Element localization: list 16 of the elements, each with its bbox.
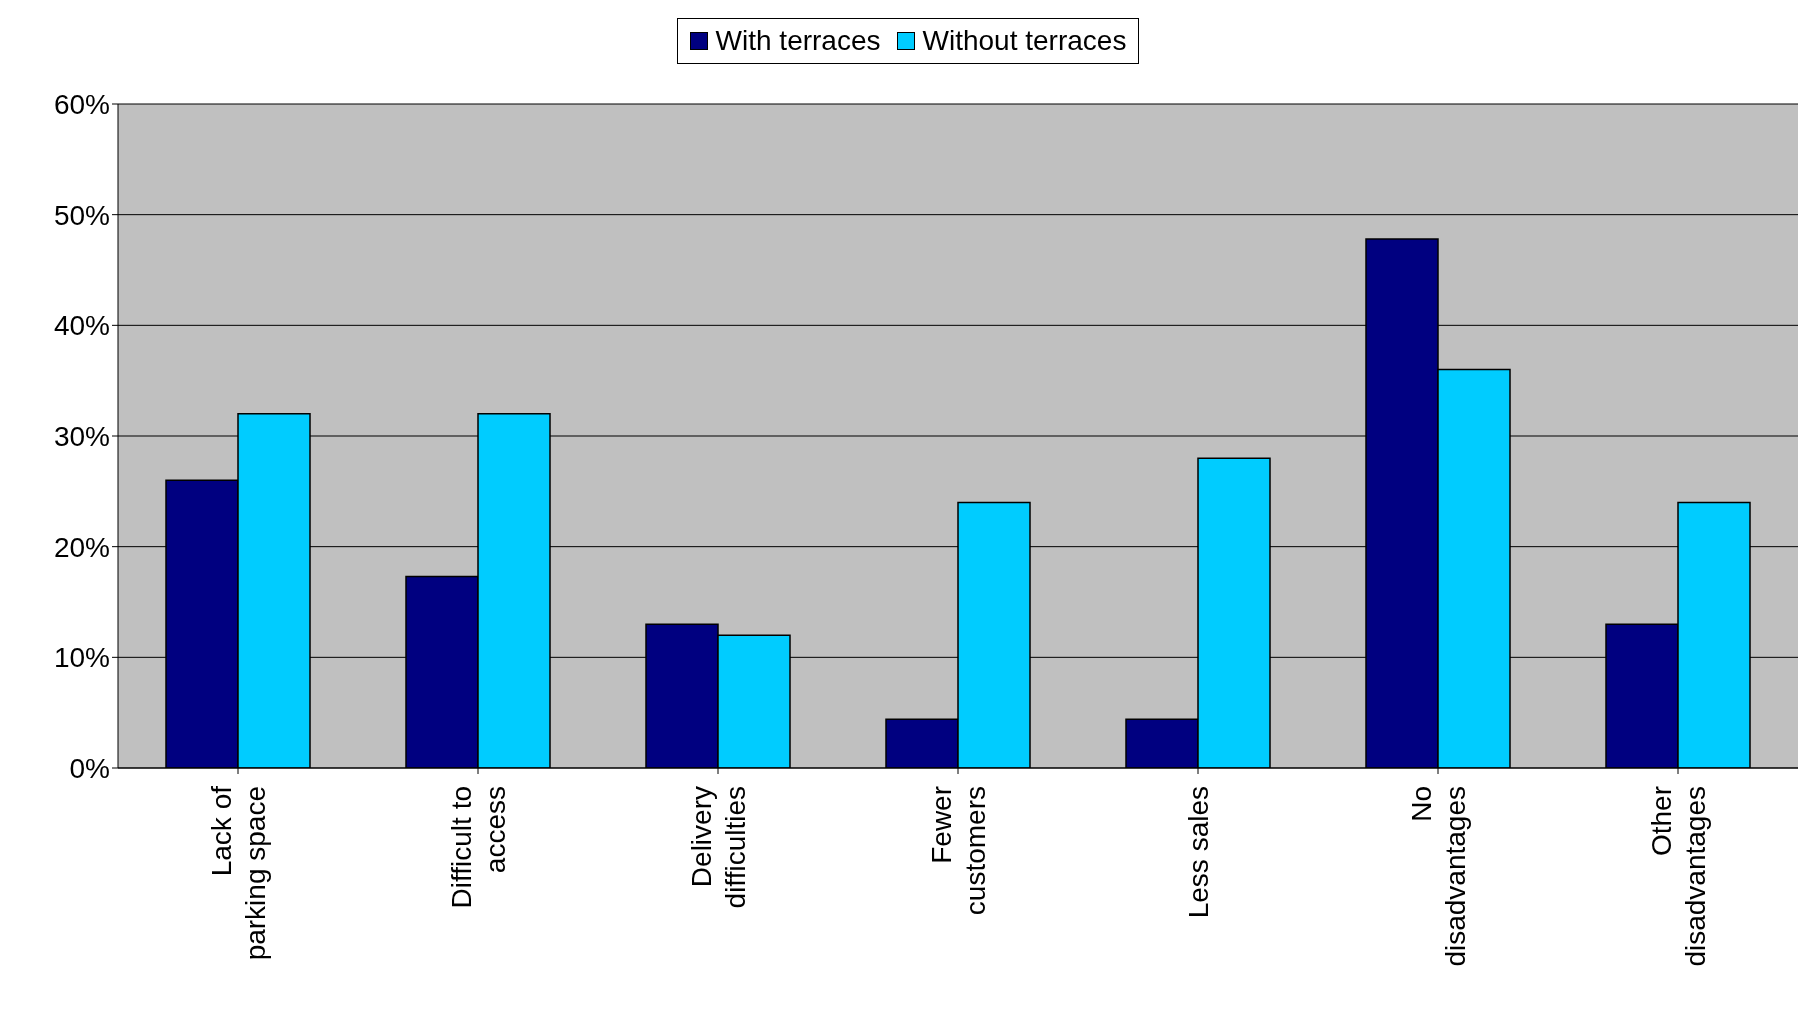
y-tick-label: 20% bbox=[53, 531, 110, 563]
x-tick-label: Delivery difficulties bbox=[686, 786, 751, 909]
x-tick-label: Other disadvantages bbox=[1646, 786, 1711, 967]
x-tick-label: Difficult to access bbox=[446, 786, 511, 909]
x-tick-label: Fewer customers bbox=[926, 786, 991, 916]
legend-label: Without terraces bbox=[921, 25, 1127, 57]
y-tick-label: 30% bbox=[53, 420, 110, 452]
y-tick-label: 40% bbox=[53, 310, 110, 342]
y-tick-label: 60% bbox=[53, 88, 110, 120]
y-tick-label: 0% bbox=[69, 752, 110, 784]
legend-label: With terraces bbox=[714, 25, 881, 57]
y-tick-label: 10% bbox=[53, 642, 110, 674]
x-tick-label: Lack of parking space bbox=[206, 785, 271, 961]
x-tick-label: Less sales bbox=[1183, 786, 1214, 919]
x-tick-label: No disadvantages bbox=[1406, 786, 1471, 967]
y-tick-label: 50% bbox=[53, 199, 110, 231]
